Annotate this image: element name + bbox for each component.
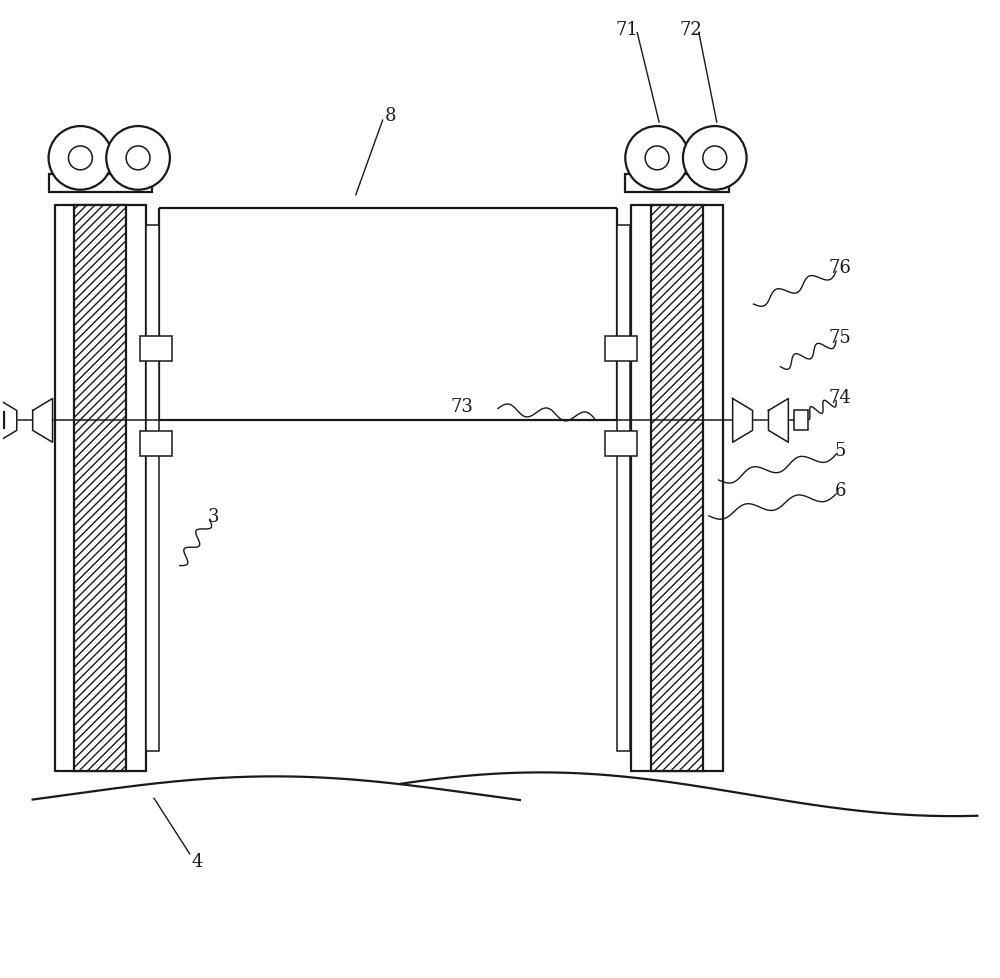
Bar	[74, 205, 126, 772]
Text: 8: 8	[385, 107, 396, 125]
Circle shape	[645, 147, 669, 170]
Text: 76: 76	[829, 259, 851, 277]
Text: 73: 73	[451, 398, 474, 416]
Polygon shape	[0, 399, 17, 443]
Text: 5: 5	[834, 442, 846, 460]
Bar	[651, 205, 703, 772]
Polygon shape	[768, 399, 788, 443]
Text: 71: 71	[616, 21, 639, 38]
Bar	[49, 175, 152, 193]
Text: 75: 75	[829, 329, 851, 346]
Bar	[605, 432, 637, 457]
Circle shape	[106, 127, 170, 191]
Text: 72: 72	[680, 21, 702, 38]
Bar	[140, 432, 172, 457]
Bar	[605, 336, 637, 361]
Text: 3: 3	[208, 508, 219, 525]
Circle shape	[683, 127, 747, 191]
Bar	[140, 336, 172, 361]
Circle shape	[625, 127, 689, 191]
Text: 74: 74	[829, 388, 851, 406]
Circle shape	[68, 147, 92, 170]
Bar	[794, 411, 808, 431]
Text: 4: 4	[191, 852, 202, 870]
Bar	[625, 175, 729, 193]
Circle shape	[703, 147, 727, 170]
Bar	[617, 225, 630, 752]
Polygon shape	[33, 399, 53, 443]
Polygon shape	[733, 399, 753, 443]
Circle shape	[126, 147, 150, 170]
Bar	[631, 205, 723, 772]
Text: 6: 6	[834, 481, 846, 500]
Circle shape	[49, 127, 112, 191]
Bar	[55, 205, 146, 772]
Bar	[146, 225, 159, 752]
